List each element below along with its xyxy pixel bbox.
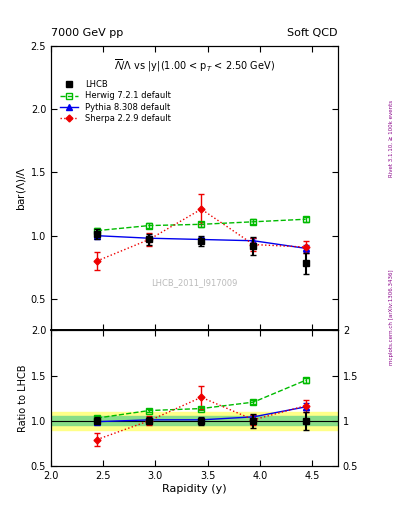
Text: $\overline{\Lambda}/\Lambda$ vs |y|(1.00 < p$_T$ < 2.50 GeV): $\overline{\Lambda}/\Lambda$ vs |y|(1.00… [114, 57, 275, 74]
Y-axis label: Ratio to LHCB: Ratio to LHCB [18, 365, 28, 432]
Y-axis label: bar($\Lambda$)/$\Lambda$: bar($\Lambda$)/$\Lambda$ [15, 166, 28, 211]
Text: Soft QCD: Soft QCD [288, 28, 338, 37]
Legend: LHCB, Herwig 7.2.1 default, Pythia 8.308 default, Sherpa 2.2.9 default: LHCB, Herwig 7.2.1 default, Pythia 8.308… [58, 79, 173, 124]
Text: mcplots.cern.ch [arXiv:1306.3436]: mcplots.cern.ch [arXiv:1306.3436] [389, 270, 393, 365]
Text: Rivet 3.1.10, ≥ 100k events: Rivet 3.1.10, ≥ 100k events [389, 100, 393, 177]
Bar [51, 412, 338, 430]
Text: 7000 GeV pp: 7000 GeV pp [51, 28, 123, 37]
Text: LHCB_2011_I917009: LHCB_2011_I917009 [151, 278, 238, 287]
X-axis label: Rapidity (y): Rapidity (y) [162, 483, 227, 494]
Bar [51, 416, 338, 425]
